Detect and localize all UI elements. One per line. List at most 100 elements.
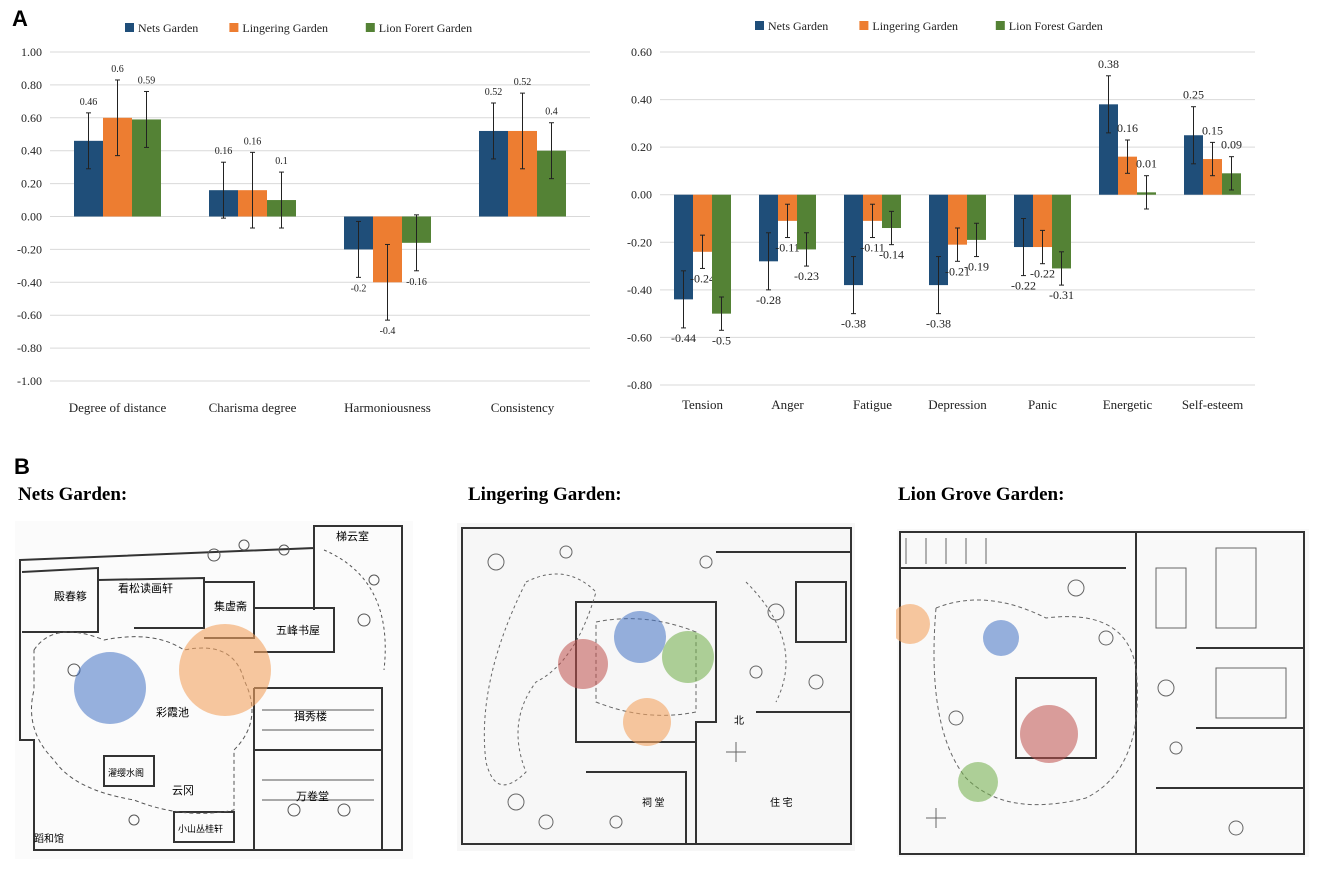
- data-label: -0.22: [1030, 267, 1055, 281]
- legend-swatch: [365, 23, 375, 32]
- lingering-green-zone: [662, 631, 714, 683]
- nets-label-caixiachi: 彩霞池: [156, 706, 189, 719]
- legend-swatch: [755, 21, 764, 30]
- bar-nets-garden-tension: [674, 194, 693, 300]
- bar-lion-forest-garden-depression: [967, 194, 986, 240]
- legend-swatch: [125, 23, 134, 32]
- nets-label-daoheguan: 蹈和馆: [34, 832, 64, 845]
- y-tick-label: 0.20: [21, 177, 42, 191]
- nets-label-yixiulou: 揖秀楼: [294, 709, 327, 723]
- nets-garden-map-title: Nets Garden:: [18, 484, 128, 505]
- nets-label-dianchunyi: 殿春簃: [54, 589, 87, 603]
- nets-label-kansongduhuaxuan: 看松读画轩: [118, 581, 173, 595]
- data-label: -0.23: [794, 269, 819, 283]
- data-label: -0.38: [926, 317, 951, 331]
- data-label: 0.16: [244, 136, 262, 147]
- bar-lion-forest-garden-panic: [1052, 194, 1071, 269]
- perception-bar-chart: 1.00 0.80 0.60 0.40 0.20 0.00 -0.20 -0.40 -0.60 -…: [17, 21, 590, 415]
- panel-b-letter: B: [14, 454, 30, 479]
- lingering-label-zhuzhai: 住 宅: [770, 796, 793, 809]
- y-tick-label: -0.20: [17, 242, 42, 256]
- data-label: 0.46: [80, 97, 98, 108]
- bar-lingering-garden-tension: [693, 194, 712, 252]
- y-tick-label: -0.40: [17, 275, 42, 289]
- legend-label: Lingering Garden: [872, 19, 958, 33]
- data-label: -0.11: [860, 241, 885, 255]
- legend-label: Nets Garden: [138, 21, 198, 35]
- data-label: -0.11: [775, 241, 800, 255]
- y-tick-label: 0.40: [21, 144, 42, 158]
- data-label: -0.14: [879, 248, 904, 262]
- nets-orange-zone: [179, 624, 271, 716]
- y-tick-label: 0.60: [631, 45, 652, 59]
- lingering-label-citang: 祠 堂: [642, 796, 665, 809]
- bar-nets-garden-self-esteem: [1184, 135, 1203, 195]
- bar-lingering-garden-energetic: [1118, 156, 1137, 195]
- lingering-orange-zone: [623, 698, 671, 746]
- legend-label: Lion Forert Garden: [379, 21, 472, 35]
- data-label: -0.44: [671, 331, 696, 345]
- y-tick-label: -1.00: [17, 374, 42, 388]
- y-tick-label: -0.60: [627, 330, 652, 344]
- nets-label-tiyunshi: 梯云室: [336, 529, 369, 543]
- legend-swatch: [995, 21, 1005, 30]
- lingering-garden-plan-walls: [461, 527, 852, 845]
- nets-garden-map: 梯云室 殿春簃 看松读画轩 集虚斋 五峰书屋 彩霞池 揖秀楼 万卷堂 云冈 濯缨…: [15, 521, 413, 859]
- data-label: -0.4: [380, 326, 396, 337]
- nets-label-wanjuantang: 万卷堂: [296, 789, 329, 803]
- category-label: Depression: [928, 397, 987, 412]
- y-tick-label: 0.20: [631, 140, 652, 154]
- category-label: Consistency: [491, 400, 555, 415]
- lion-red-zone: [1020, 705, 1078, 763]
- data-label: -0.38: [841, 317, 866, 331]
- legend-label: Lion Forest Garden: [1009, 19, 1103, 33]
- y-tick-label: -0.80: [17, 341, 42, 355]
- lion-orange-zone: [896, 604, 930, 644]
- bar-lingering-garden-panic: [1033, 194, 1052, 248]
- data-label: -0.5: [712, 333, 731, 347]
- category-label: Fatigue: [853, 397, 892, 412]
- lingering-garden-plan-details: [483, 545, 824, 830]
- category-label: Self-esteem: [1182, 397, 1243, 412]
- y-tick-label: -0.40: [627, 283, 652, 297]
- data-label: 0.59: [138, 75, 156, 86]
- data-label: 0.6: [111, 64, 124, 75]
- bar-nets-garden-fatigue: [844, 194, 863, 286]
- y-tick-label: -0.80: [627, 378, 652, 392]
- lingering-garden-map-title: Lingering Garden:: [468, 484, 622, 505]
- nets-label-zhuoyingshuige: 濯缨水阁: [108, 767, 144, 778]
- y-tick-label: 0.00: [631, 188, 652, 202]
- bar-lion-forest-garden-anger: [797, 194, 816, 250]
- data-label: -0.21: [945, 264, 970, 278]
- data-label: 0.15: [1202, 123, 1223, 137]
- data-label: 0.25: [1183, 88, 1204, 102]
- nets-garden-plan-details: [31, 539, 386, 826]
- data-label: -0.16: [406, 277, 427, 288]
- legend-swatch: [859, 21, 869, 30]
- category-label: Degree of distance: [69, 400, 167, 415]
- nets-blue-zone: [74, 652, 146, 724]
- lion-grove-garden-map: [896, 529, 1309, 857]
- data-label: -0.24: [690, 271, 715, 285]
- category-label: Energetic: [1103, 397, 1153, 412]
- category-label: Tension: [682, 397, 723, 412]
- legend-swatch: [229, 23, 239, 32]
- data-label: -0.2: [351, 283, 367, 294]
- data-label: 0.16: [1117, 121, 1138, 135]
- bar-nets-garden-depression: [929, 194, 948, 286]
- y-tick-label: 1.00: [21, 45, 42, 59]
- category-label: Panic: [1028, 397, 1057, 412]
- data-label: -0.19: [964, 260, 989, 274]
- data-label: 0.1: [275, 156, 288, 167]
- y-tick-label: -0.60: [17, 308, 42, 322]
- category-label: Charisma degree: [209, 400, 297, 415]
- lion-grove-garden-plan-details: [905, 538, 1287, 836]
- lingering-label-north: 北: [734, 715, 744, 727]
- lion-blue-zone: [983, 620, 1019, 656]
- lion-green-zone: [958, 762, 998, 802]
- nets-label-wufengshuwu: 五峰书屋: [276, 624, 320, 637]
- bar-lingering-garden-depression: [948, 194, 967, 245]
- bar-nets-garden-energetic: [1099, 104, 1118, 195]
- y-tick-label: 0.80: [21, 78, 42, 92]
- lion-grove-garden-map-title: Lion Grove Garden:: [898, 484, 1065, 505]
